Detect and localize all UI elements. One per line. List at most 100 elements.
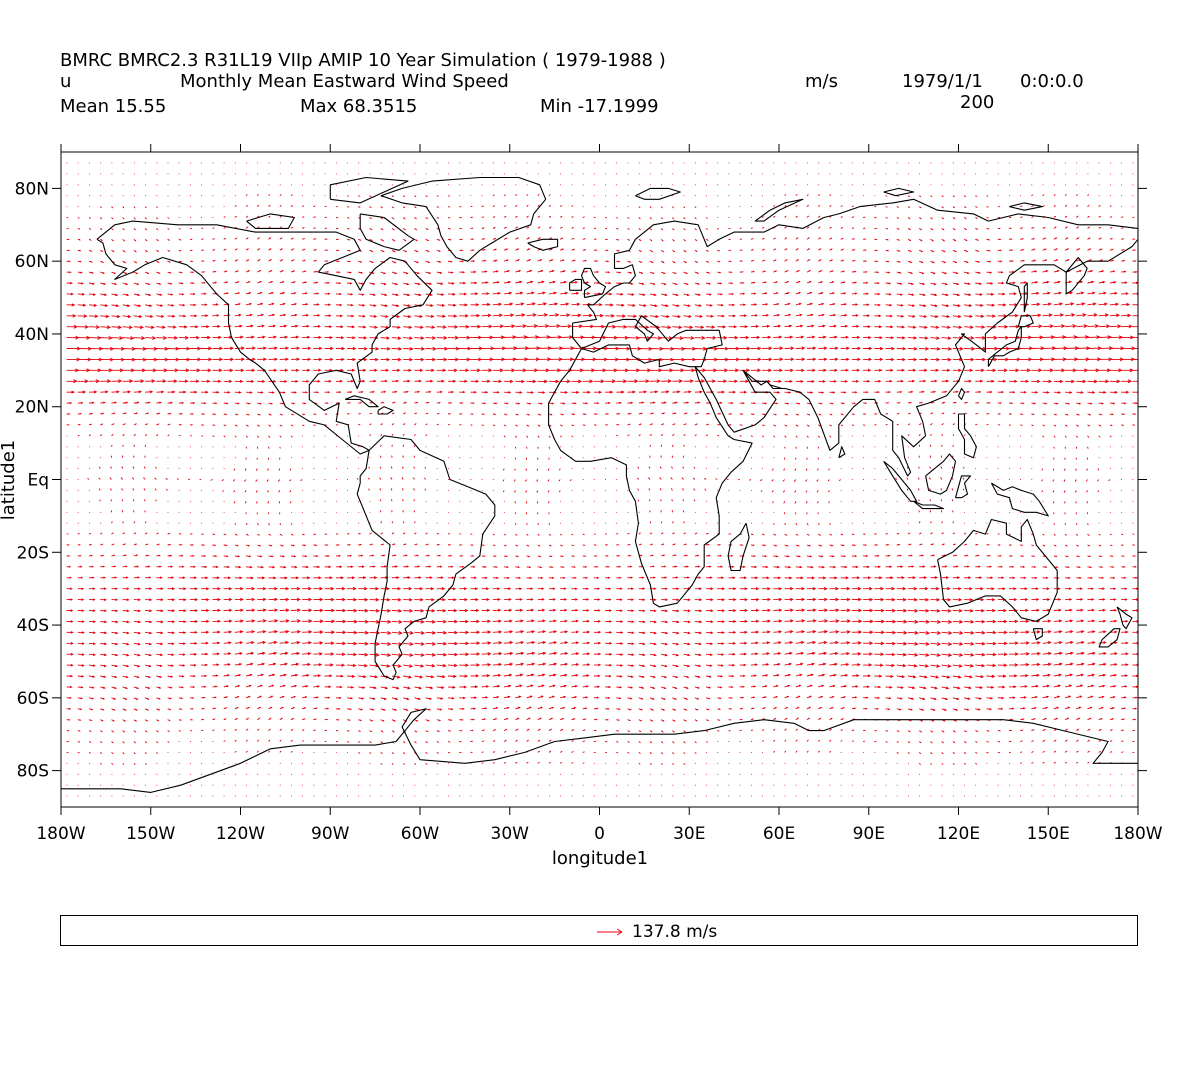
wind-vector	[492, 651, 503, 656]
wind-vector	[156, 336, 168, 340]
wind-vector	[414, 730, 418, 733]
wind-vector	[515, 413, 519, 416]
wind-vector	[706, 653, 714, 657]
wind-vector	[906, 488, 909, 491]
wind-vector	[167, 293, 174, 296]
wind-vector	[425, 434, 428, 437]
wind-vector	[268, 324, 277, 328]
wind-vector	[728, 346, 741, 351]
wind-vector	[1064, 555, 1069, 558]
wind-vector	[717, 675, 724, 678]
wind-vector	[795, 237, 799, 240]
wind-vector	[537, 237, 542, 240]
wind-vector	[504, 651, 514, 656]
wind-vector	[201, 413, 206, 415]
wind-vector	[560, 391, 569, 394]
wind-vector	[537, 706, 543, 710]
wind-vector	[100, 357, 115, 362]
wind-vector	[279, 302, 286, 306]
wind-vector	[605, 271, 611, 274]
wind-vector	[302, 630, 313, 634]
wind-vector	[347, 325, 356, 329]
wind-vector	[963, 543, 968, 546]
wind-vector	[1031, 357, 1045, 362]
wind-vector	[952, 762, 955, 766]
wind-vector	[941, 282, 949, 286]
wind-vector	[851, 641, 862, 645]
wind-vector	[313, 729, 316, 732]
wind-vector	[189, 282, 195, 285]
wind-vector	[1098, 280, 1106, 284]
wind-vector	[1121, 324, 1133, 329]
wind-vector	[795, 522, 798, 526]
wind-vector	[773, 292, 779, 295]
wind-vector	[896, 379, 904, 383]
wind-vector	[324, 641, 335, 645]
wind-vector	[167, 260, 171, 263]
wind-vector	[414, 368, 424, 372]
wind-vector	[795, 651, 805, 655]
wind-vector	[548, 435, 551, 438]
wind-vector	[941, 249, 946, 253]
wind-vector	[750, 249, 754, 251]
wind-vector	[391, 708, 398, 711]
wind-vector	[425, 741, 429, 744]
wind-vector	[391, 554, 397, 557]
wind-vector	[470, 368, 482, 373]
wind-vector	[257, 597, 267, 602]
wind-vector	[1087, 533, 1090, 536]
wind-vector	[313, 533, 317, 536]
wind-vector	[111, 762, 114, 766]
wind-vector	[145, 620, 153, 624]
wind-vector	[739, 335, 750, 340]
wind-vector	[963, 271, 970, 275]
wind-vector	[347, 652, 358, 657]
wind-vector	[1087, 630, 1096, 634]
wind-vector	[548, 313, 560, 317]
wind-vector	[403, 708, 409, 711]
wind-vector	[784, 368, 794, 373]
wind-vector	[302, 248, 306, 251]
wind-vector	[1087, 673, 1096, 677]
wind-vector	[100, 620, 108, 624]
wind-vector	[515, 761, 518, 764]
wind-vector	[436, 336, 448, 340]
wind-vector	[100, 314, 110, 319]
wind-vector	[156, 260, 160, 263]
wind-vector	[1008, 402, 1014, 405]
wind-vector	[279, 576, 288, 580]
wind-vector	[436, 609, 447, 613]
wind-vector	[233, 501, 236, 504]
wind-vector	[88, 697, 95, 700]
wind-vector	[391, 697, 399, 701]
wind-vector	[705, 238, 709, 241]
wind-vector	[1132, 598, 1138, 601]
wind-vector	[525, 479, 527, 483]
wind-vector	[660, 466, 662, 469]
wind-vector	[131, 477, 135, 480]
wind-vector	[212, 402, 218, 405]
wind-vector	[369, 597, 380, 602]
wind-vector	[907, 357, 918, 362]
wind-vector	[997, 707, 1004, 711]
wind-vector	[234, 335, 244, 339]
wind-vector	[829, 544, 834, 547]
wind-vector	[402, 741, 406, 744]
wind-vector	[515, 533, 518, 536]
wind-vector	[851, 324, 860, 328]
wind-vector	[986, 335, 998, 340]
wind-vector	[795, 413, 800, 416]
wind-vector	[335, 696, 342, 700]
wind-vector	[874, 663, 884, 667]
wind-vector	[1132, 413, 1137, 415]
wind-vector	[672, 379, 684, 383]
wind-vector	[88, 642, 97, 646]
wind-vector	[368, 488, 370, 491]
wind-vector	[840, 597, 851, 602]
wind-vector	[324, 608, 336, 613]
wind-vector	[571, 291, 580, 295]
wind-vector	[773, 619, 783, 623]
wind-vector	[773, 391, 781, 394]
wind-vector	[335, 565, 343, 569]
wind-vector	[98, 477, 101, 480]
